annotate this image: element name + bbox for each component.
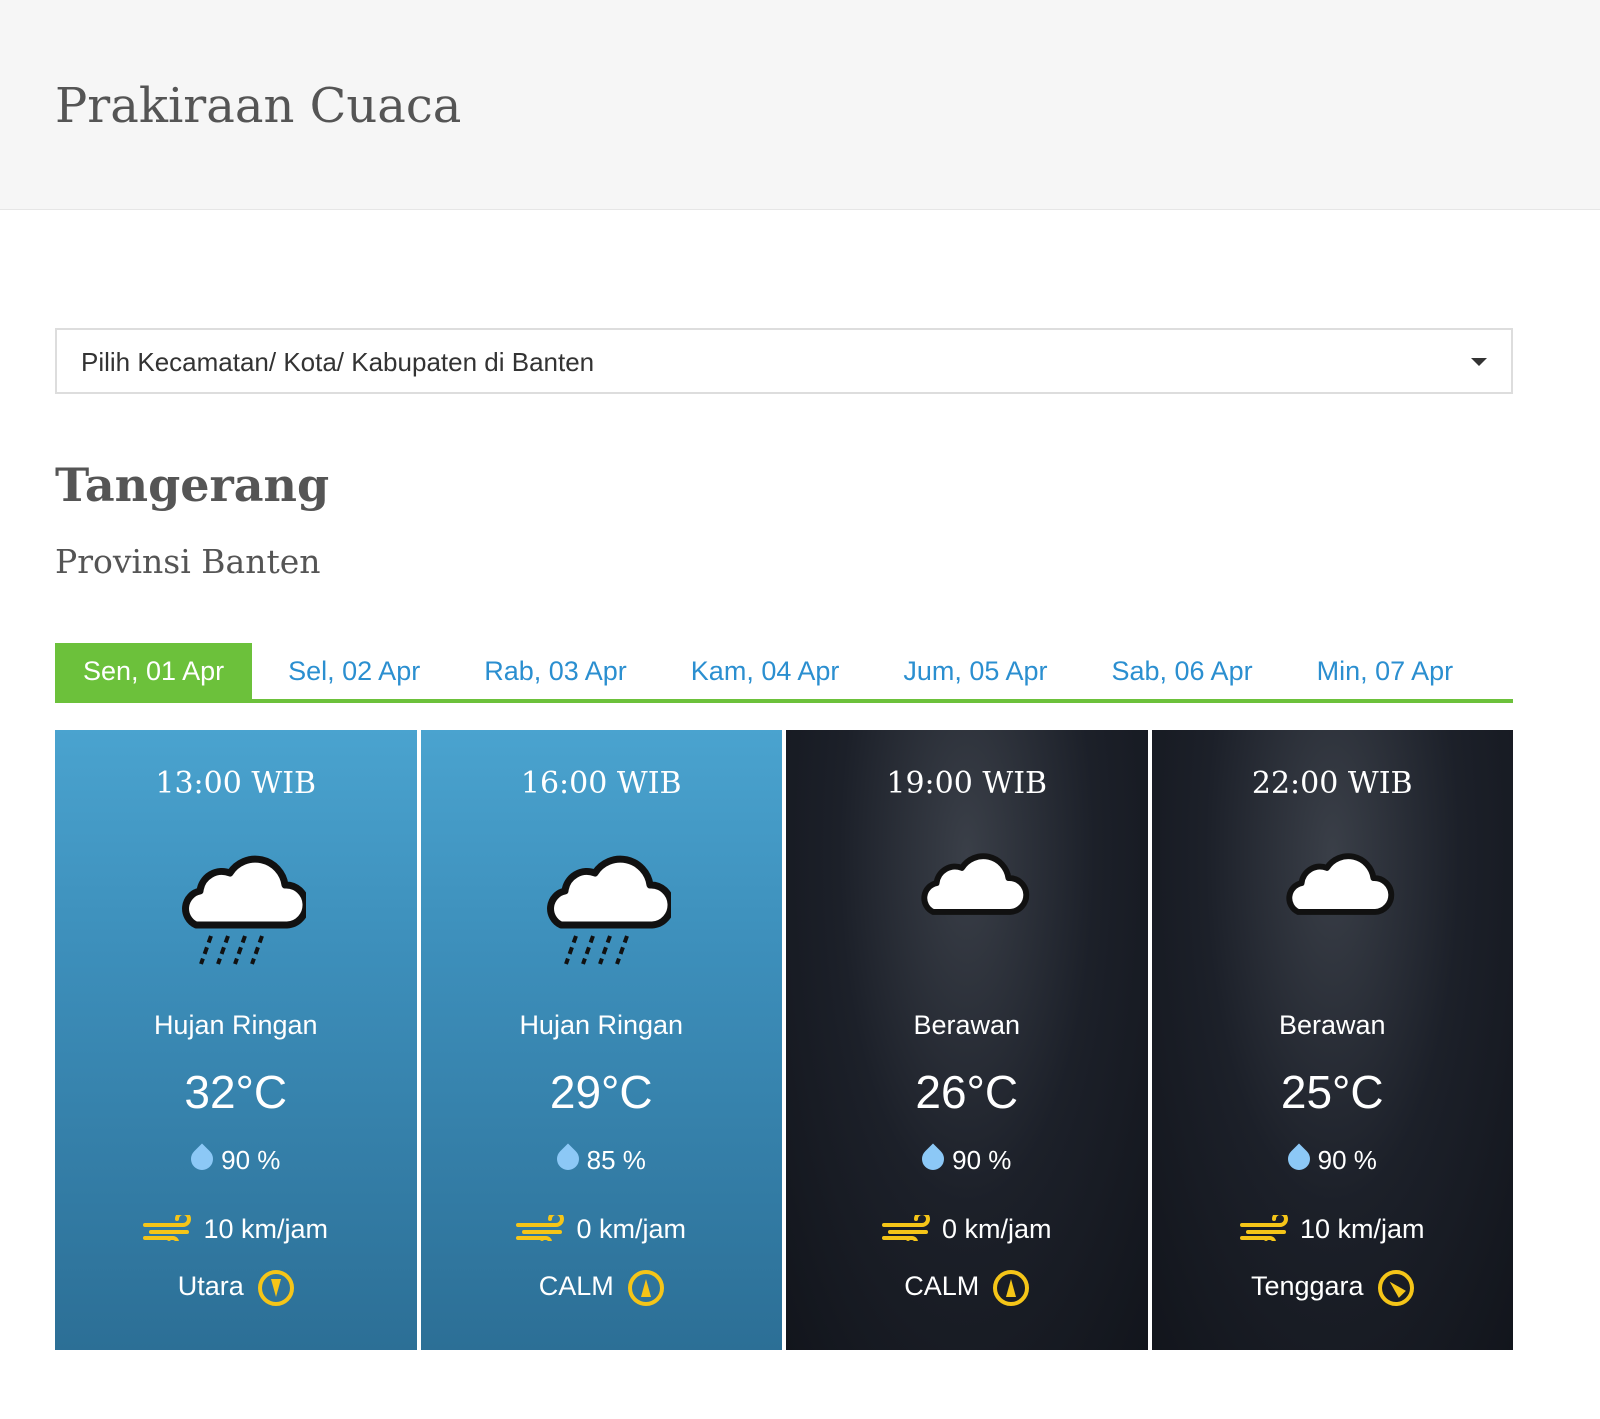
tab-day[interactable]: Sel, 02 Apr: [288, 656, 421, 686]
wind-speed-value: 10 km/jam: [203, 1214, 329, 1244]
forecast-time: 13:00 WIB: [155, 766, 317, 801]
wind-speed-value: 0 km/jam: [576, 1214, 687, 1244]
wind-direction-label: Tenggara: [1250, 1271, 1364, 1302]
weather-condition: Berawan: [913, 1010, 1021, 1040]
forecast-card: 16:00 WIB Hujan Ringan 29°C 85 % 0 km/ja…: [420, 730, 783, 1350]
page-header: Prakiraan Cuaca: [0, 0, 1600, 210]
humidity: 90 %: [55, 1143, 417, 1176]
forecast-card: 13:00 WIB Hujan Ringan 32°C 90 % 10 km/j…: [55, 730, 417, 1350]
forecast-time: 19:00 WIB: [886, 766, 1048, 801]
day-tabs: Sen, 01 Apr Sel, 02 Apr Rab, 03 Apr Kam,…: [55, 643, 1513, 703]
tab-day[interactable]: Min, 07 Apr: [1316, 656, 1454, 686]
chevron-down-icon: [1471, 358, 1487, 366]
tab-day[interactable]: Sen, 01 Apr: [55, 643, 253, 699]
compass-arrow-icon: [627, 1270, 664, 1306]
weather-condition: Hujan Ringan: [153, 1010, 318, 1040]
cloud-rain-icon: [166, 840, 310, 975]
compass-arrow-icon: [993, 1270, 1030, 1306]
humidity-value: 85 %: [586, 1145, 646, 1175]
wind-speed: 10 km/jam: [55, 1211, 417, 1248]
wind-direction: CALM: [421, 1270, 783, 1306]
temperature: 26°C: [915, 1066, 1019, 1118]
city-title: Tangerang: [55, 458, 330, 512]
weather-condition: Hujan Ringan: [519, 1010, 684, 1040]
page-title: Prakiraan Cuaca: [55, 78, 462, 134]
wind-speed-value: 10 km/jam: [1299, 1214, 1425, 1244]
forecast-time: 22:00 WIB: [1251, 766, 1413, 801]
wind-icon: [881, 1211, 930, 1248]
location-select[interactable]: Pilih Kecamatan/ Kota/ Kabupaten di Bant…: [55, 328, 1513, 394]
wind-icon: [516, 1211, 565, 1248]
humidity: 90 %: [1152, 1143, 1514, 1176]
humidity-value: 90 %: [952, 1145, 1012, 1175]
droplet-icon: [1283, 1143, 1315, 1175]
location-select-placeholder: Pilih Kecamatan/ Kota/ Kabupaten di Bant…: [81, 347, 595, 377]
wind-direction-label: CALM: [538, 1271, 614, 1302]
forecast-card: 19:00 WIB Berawan 26°C 90 % 0 km/jam CAL…: [786, 730, 1148, 1350]
tab-day[interactable]: Rab, 03 Apr: [484, 656, 627, 686]
wind-speed: 10 km/jam: [1152, 1211, 1514, 1248]
tab-day[interactable]: Kam, 04 Apr: [690, 656, 840, 686]
wind-icon: [143, 1211, 192, 1248]
wind-speed: 0 km/jam: [786, 1211, 1148, 1248]
weather-condition: Berawan: [1278, 1010, 1386, 1040]
forecast-cards: 13:00 WIB Hujan Ringan 32°C 90 % 10 km/j…: [55, 730, 1513, 1350]
compass-arrow-icon: [257, 1270, 294, 1306]
humidity: 85 %: [421, 1143, 783, 1176]
droplet-icon: [552, 1143, 584, 1175]
wind-direction: Tenggara: [1152, 1262, 1514, 1314]
tab-day[interactable]: Jum, 05 Apr: [903, 656, 1048, 686]
forecast-card: 22:00 WIB Berawan 25°C 90 % 10 km/jam Te…: [1151, 730, 1514, 1350]
droplet-icon: [917, 1143, 949, 1175]
cloud-icon: [897, 840, 1037, 955]
wind-direction-label: CALM: [904, 1271, 980, 1302]
temperature: 29°C: [549, 1066, 653, 1118]
compass-arrow-icon: [1370, 1262, 1422, 1314]
forecast-time: 16:00 WIB: [520, 766, 682, 801]
wind-direction: CALM: [786, 1270, 1148, 1306]
droplet-icon: [186, 1143, 218, 1175]
wind-direction-label: Utara: [177, 1271, 244, 1302]
humidity-value: 90 %: [1317, 1145, 1377, 1175]
cloud-icon: [1262, 840, 1402, 955]
temperature: 25°C: [1280, 1066, 1384, 1118]
wind-speed: 0 km/jam: [421, 1211, 783, 1248]
temperature: 32°C: [184, 1066, 288, 1118]
humidity-value: 90 %: [221, 1145, 281, 1175]
province-subtitle: Provinsi Banten: [55, 542, 321, 581]
tab-day[interactable]: Sab, 06 Apr: [1111, 656, 1253, 686]
wind-speed-value: 0 km/jam: [941, 1214, 1052, 1244]
wind-icon: [1239, 1211, 1288, 1248]
humidity: 90 %: [786, 1143, 1148, 1176]
cloud-rain-icon: [531, 840, 675, 975]
wind-direction: Utara: [55, 1270, 417, 1306]
